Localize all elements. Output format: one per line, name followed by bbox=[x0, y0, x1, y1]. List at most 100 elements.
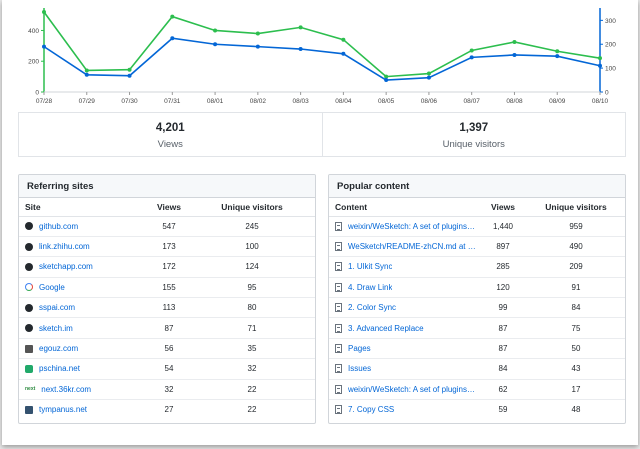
views-cell: 113 bbox=[149, 297, 189, 319]
data-point[interactable] bbox=[213, 28, 218, 33]
document-icon bbox=[335, 405, 342, 415]
views-cell: 87 bbox=[479, 338, 527, 360]
site-link[interactable]: sketchapp.com bbox=[39, 262, 93, 272]
table-row[interactable]: 1. Ulkit Sync 285 209 bbox=[329, 256, 625, 278]
views-cell: 99 bbox=[479, 297, 527, 319]
table-row[interactable]: weixin/WeSketch: A set of plugins f... 1,… bbox=[329, 216, 625, 237]
data-point[interactable] bbox=[298, 25, 303, 30]
unique-visitors-cell: 17 bbox=[527, 379, 625, 401]
data-point[interactable] bbox=[598, 63, 602, 68]
data-point[interactable] bbox=[512, 52, 517, 57]
data-point[interactable] bbox=[42, 10, 46, 14]
column-header-content: Content bbox=[329, 198, 479, 217]
site-cell-content: sspai.com bbox=[25, 303, 149, 312]
pschina-icon bbox=[25, 364, 33, 373]
data-point[interactable] bbox=[384, 74, 389, 79]
popular-content-panel: Popular content Content Views Unique vis… bbox=[328, 174, 626, 424]
data-point[interactable] bbox=[598, 56, 602, 61]
table-row[interactable]: egouz.com 56 35 bbox=[19, 338, 315, 360]
site-link[interactable]: sspai.com bbox=[39, 303, 76, 313]
site-link[interactable]: next.36kr.com bbox=[41, 384, 92, 394]
data-point[interactable] bbox=[298, 47, 303, 52]
table-row[interactable]: Issues 84 43 bbox=[329, 358, 625, 380]
table-row[interactable]: 2. Color Sync 99 84 bbox=[329, 297, 625, 319]
data-point[interactable] bbox=[127, 67, 132, 72]
site-cell: tympanus.net bbox=[19, 400, 149, 420]
right-tick-label: 300 bbox=[605, 18, 616, 25]
site-cell: pschina.net bbox=[19, 358, 149, 380]
views-cell: 87 bbox=[149, 317, 189, 339]
data-point[interactable] bbox=[341, 37, 346, 42]
data-point[interactable] bbox=[42, 44, 46, 49]
data-point[interactable] bbox=[84, 68, 89, 73]
table-row[interactable]: WeSketch/README-zhCN.md at m... 897 490 bbox=[329, 236, 625, 258]
table-row[interactable]: sspai.com 113 80 bbox=[19, 297, 315, 319]
content-link[interactable]: 3. Advanced Replace bbox=[348, 323, 424, 333]
data-point[interactable] bbox=[170, 14, 175, 19]
content-link[interactable]: 2. Color Sync bbox=[348, 303, 397, 313]
document-icon bbox=[335, 242, 342, 252]
content-link[interactable]: Pages bbox=[348, 344, 371, 354]
data-point[interactable] bbox=[255, 44, 260, 49]
table-row[interactable]: next next.36kr.com 32 22 bbox=[19, 379, 315, 401]
data-point[interactable] bbox=[384, 78, 389, 83]
data-point[interactable] bbox=[127, 73, 132, 78]
unique-visitors-cell: 35 bbox=[189, 338, 315, 360]
unique-visitors-cell: 100 bbox=[189, 236, 315, 258]
right-tick-label: 200 bbox=[605, 42, 616, 49]
table-row[interactable]: link.zhihu.com 173 100 bbox=[19, 236, 315, 258]
referring-sites-rows: github.com 547 245 link.zhihu.com 173 100 sket… bbox=[19, 216, 315, 420]
table-row[interactable]: Pages 87 50 bbox=[329, 338, 625, 360]
content-cell: 2. Color Sync bbox=[329, 297, 479, 319]
x-tick-label: 08/03 bbox=[292, 98, 309, 105]
content-link[interactable]: 7. Copy CSS bbox=[348, 405, 395, 415]
data-point[interactable] bbox=[469, 48, 474, 53]
content-link[interactable]: weixin/WeSketch: A set of plugins f... bbox=[347, 384, 477, 394]
column-header-unique-visitors: Unique visitors bbox=[189, 198, 315, 217]
views-cell: 172 bbox=[149, 256, 189, 278]
site-cell: sspai.com bbox=[19, 297, 149, 319]
site-link[interactable]: link.zhihu.com bbox=[39, 242, 90, 252]
unique-visitors-cell: 91 bbox=[527, 277, 625, 299]
data-point[interactable] bbox=[555, 49, 560, 54]
table-row[interactable]: 3. Advanced Replace 87 75 bbox=[329, 317, 625, 339]
table-row[interactable]: Google 155 95 bbox=[19, 277, 315, 299]
table-row[interactable]: 7. Copy CSS 59 48 bbox=[329, 400, 625, 420]
table-row[interactable]: 4. Draw Link 120 91 bbox=[329, 277, 625, 299]
table-row[interactable]: github.com 547 245 bbox=[19, 216, 315, 237]
table-header-row: Site Views Unique visitors bbox=[19, 198, 315, 217]
table-row[interactable]: sketchapp.com 172 124 bbox=[19, 256, 315, 278]
views-cell: 84 bbox=[479, 358, 527, 380]
content-link[interactable]: WeSketch/README-zhCN.md at m... bbox=[347, 242, 477, 252]
data-point[interactable] bbox=[469, 55, 474, 60]
x-tick-label: 07/28 bbox=[36, 98, 53, 105]
data-point[interactable] bbox=[426, 75, 431, 80]
site-link[interactable]: sketch.im bbox=[39, 323, 73, 333]
data-point[interactable] bbox=[213, 42, 218, 47]
content-link[interactable]: weixin/WeSketch: A set of plugins f... bbox=[347, 221, 477, 231]
views-cell: 155 bbox=[149, 277, 189, 299]
site-link[interactable]: tympanus.net bbox=[39, 405, 88, 415]
data-point[interactable] bbox=[255, 31, 260, 36]
document-icon bbox=[335, 262, 342, 272]
table-row[interactable]: tympanus.net 27 22 bbox=[19, 400, 315, 420]
data-point[interactable] bbox=[426, 71, 431, 76]
site-link[interactable]: Google bbox=[39, 282, 65, 292]
data-point[interactable] bbox=[170, 36, 175, 41]
content-link[interactable]: 4. Draw Link bbox=[348, 282, 393, 292]
table-row[interactable]: pschina.net 54 32 bbox=[19, 358, 315, 380]
site-link[interactable]: pschina.net bbox=[39, 364, 80, 374]
site-link[interactable]: egouz.com bbox=[39, 344, 79, 354]
content-link[interactable]: Issues bbox=[348, 364, 372, 374]
series-line-views bbox=[43, 11, 601, 78]
tympanus-icon bbox=[25, 405, 33, 414]
data-point[interactable] bbox=[84, 72, 89, 77]
content-link[interactable]: 1. Ulkit Sync bbox=[348, 262, 393, 272]
data-point[interactable] bbox=[555, 54, 560, 59]
site-link[interactable]: github.com bbox=[39, 221, 79, 231]
data-point[interactable] bbox=[512, 40, 517, 44]
table-row[interactable]: sketch.im 87 71 bbox=[19, 317, 315, 339]
data-point[interactable] bbox=[341, 51, 346, 56]
github-icon bbox=[25, 222, 33, 231]
table-row[interactable]: weixin/WeSketch: A set of plugins f... 62… bbox=[329, 379, 625, 401]
